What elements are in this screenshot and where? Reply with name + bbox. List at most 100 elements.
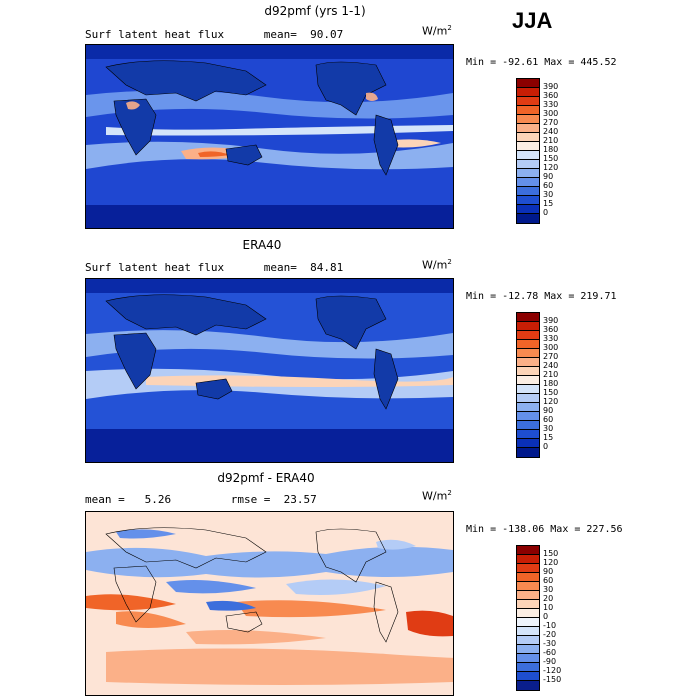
colorbar-swatch — [517, 97, 539, 106]
panel-1-map — [85, 44, 454, 229]
colorbar-swatch — [517, 160, 539, 169]
colorbar-swatch — [517, 214, 539, 223]
colorbar-tick-label: 15 — [543, 199, 554, 208]
panel-2-map — [85, 278, 454, 463]
panel-3-units: W/m2 — [422, 489, 452, 503]
colorbar-swatch — [517, 627, 539, 636]
colorbar-tick-label: 270 — [543, 352, 559, 361]
colorbar-tick-label: -150 — [543, 675, 562, 684]
colorbar-swatch — [517, 187, 539, 196]
colorbar-swatch — [517, 376, 539, 385]
colorbar-swatch — [517, 618, 539, 627]
colorbar-tick-label: 150 — [543, 388, 559, 397]
colorbar-tick-label: 90 — [543, 172, 554, 181]
colorbar-swatch — [517, 340, 539, 349]
colorbar-swatch — [517, 115, 539, 124]
colorbar-swatch — [517, 573, 539, 582]
colorbar-swatch — [517, 358, 539, 367]
colorbar-tick-label: -120 — [543, 666, 562, 675]
colorbar-tick-label: 300 — [543, 343, 559, 352]
colorbar-swatch — [517, 439, 539, 448]
panel-3-minmax: Min = -138.06 Max = 227.56 — [466, 524, 623, 535]
panel-1-minmax: Min = -92.61 Max = 445.52 — [466, 57, 617, 68]
colorbar-swatch — [517, 430, 539, 439]
panel-1-colorbar-labels: 390 360 330 300 270 240 210 180 150 120 90 60 30 15 0 — [543, 78, 583, 222]
colorbar-tick-label: 330 — [543, 334, 559, 343]
colorbar-tick-label: 30 — [543, 190, 554, 199]
colorbar-swatch — [517, 672, 539, 681]
colorbar-tick-label: 390 — [543, 316, 559, 325]
panel-2-colorbar-labels: 390 360 330 300 270 240 210 180 150 120 90 60 30 15 0 — [543, 312, 583, 456]
colorbar-tick-label: 20 — [543, 594, 554, 603]
colorbar-tick-label: -60 — [543, 648, 557, 657]
panel-1-colorbar — [516, 78, 540, 224]
colorbar-swatch — [517, 169, 539, 178]
colorbar-swatch — [517, 663, 539, 672]
colorbar-swatch — [517, 645, 539, 654]
colorbar-swatch — [517, 448, 539, 457]
panel-1-subtitle: Surf latent heat flux mean= 90.07 — [85, 28, 344, 41]
colorbar-swatch — [517, 331, 539, 340]
colorbar-tick-label: 150 — [543, 549, 559, 558]
colorbar-tick-label: 360 — [543, 91, 559, 100]
colorbar-tick-label: 60 — [543, 576, 554, 585]
panel-3-subtitle: mean = 5.26 rmse = 23.57 — [85, 493, 317, 506]
colorbar-swatch — [517, 609, 539, 618]
colorbar-swatch — [517, 555, 539, 564]
panel-3-title: d92pmf - ERA40 — [217, 471, 315, 485]
colorbar-swatch — [517, 421, 539, 430]
colorbar-tick-label: 90 — [543, 406, 554, 415]
colorbar-swatch — [517, 151, 539, 160]
colorbar-tick-label: 330 — [543, 100, 559, 109]
season-label: JJA — [512, 8, 553, 33]
colorbar-tick-label: 390 — [543, 82, 559, 91]
panel-3-colorbar — [516, 545, 540, 691]
colorbar-tick-label: 240 — [543, 361, 559, 370]
panel-3-map — [85, 511, 454, 696]
colorbar-tick-label: -90 — [543, 657, 557, 666]
panel-2-title: ERA40 — [242, 238, 282, 252]
colorbar-tick-label: 270 — [543, 118, 559, 127]
colorbar-swatch — [517, 636, 539, 645]
colorbar-tick-label: 60 — [543, 181, 554, 190]
colorbar-tick-label: 10 — [543, 603, 554, 612]
colorbar-swatch — [517, 403, 539, 412]
colorbar-tick-label: 150 — [543, 154, 559, 163]
colorbar-tick-label: 210 — [543, 136, 559, 145]
colorbar-swatch — [517, 394, 539, 403]
colorbar-tick-label: 30 — [543, 585, 554, 594]
colorbar-tick-label: 300 — [543, 109, 559, 118]
colorbar-tick-label: 60 — [543, 415, 554, 424]
colorbar-swatch — [517, 349, 539, 358]
colorbar-tick-label: -20 — [543, 630, 557, 639]
colorbar-tick-label: 120 — [543, 558, 559, 567]
colorbar-swatch — [517, 88, 539, 97]
colorbar-tick-label: 180 — [543, 145, 559, 154]
panel-2-minmax: Min = -12.78 Max = 219.71 — [466, 291, 617, 302]
panel-2-units: W/m2 — [422, 258, 452, 272]
colorbar-tick-label: 0 — [543, 208, 549, 217]
colorbar-tick-label: 180 — [543, 379, 559, 388]
colorbar-swatch — [517, 591, 539, 600]
colorbar-tick-label: -30 — [543, 639, 557, 648]
colorbar-swatch — [517, 412, 539, 421]
colorbar-swatch — [517, 124, 539, 133]
colorbar-tick-label: 30 — [543, 424, 554, 433]
colorbar-tick-label: 0 — [543, 442, 549, 451]
colorbar-swatch — [517, 196, 539, 205]
colorbar-tick-label: 360 — [543, 325, 559, 334]
colorbar-swatch — [517, 564, 539, 573]
colorbar-swatch — [517, 205, 539, 214]
colorbar-swatch — [517, 106, 539, 115]
colorbar-swatch — [517, 367, 539, 376]
colorbar-swatch — [517, 546, 539, 555]
colorbar-swatch — [517, 385, 539, 394]
colorbar-tick-label: 0 — [543, 612, 549, 621]
panel-2-colorbar — [516, 312, 540, 458]
colorbar-swatch — [517, 600, 539, 609]
colorbar-tick-label: 15 — [543, 433, 554, 442]
panel-3-colorbar-labels: 150 120 90 60 30 20 10 0 -10 -20 -30 -60 -90 -120 -150 — [543, 545, 583, 689]
panel-1-units: W/m2 — [422, 24, 452, 38]
colorbar-tick-label: 120 — [543, 397, 559, 406]
colorbar-tick-label: 240 — [543, 127, 559, 136]
